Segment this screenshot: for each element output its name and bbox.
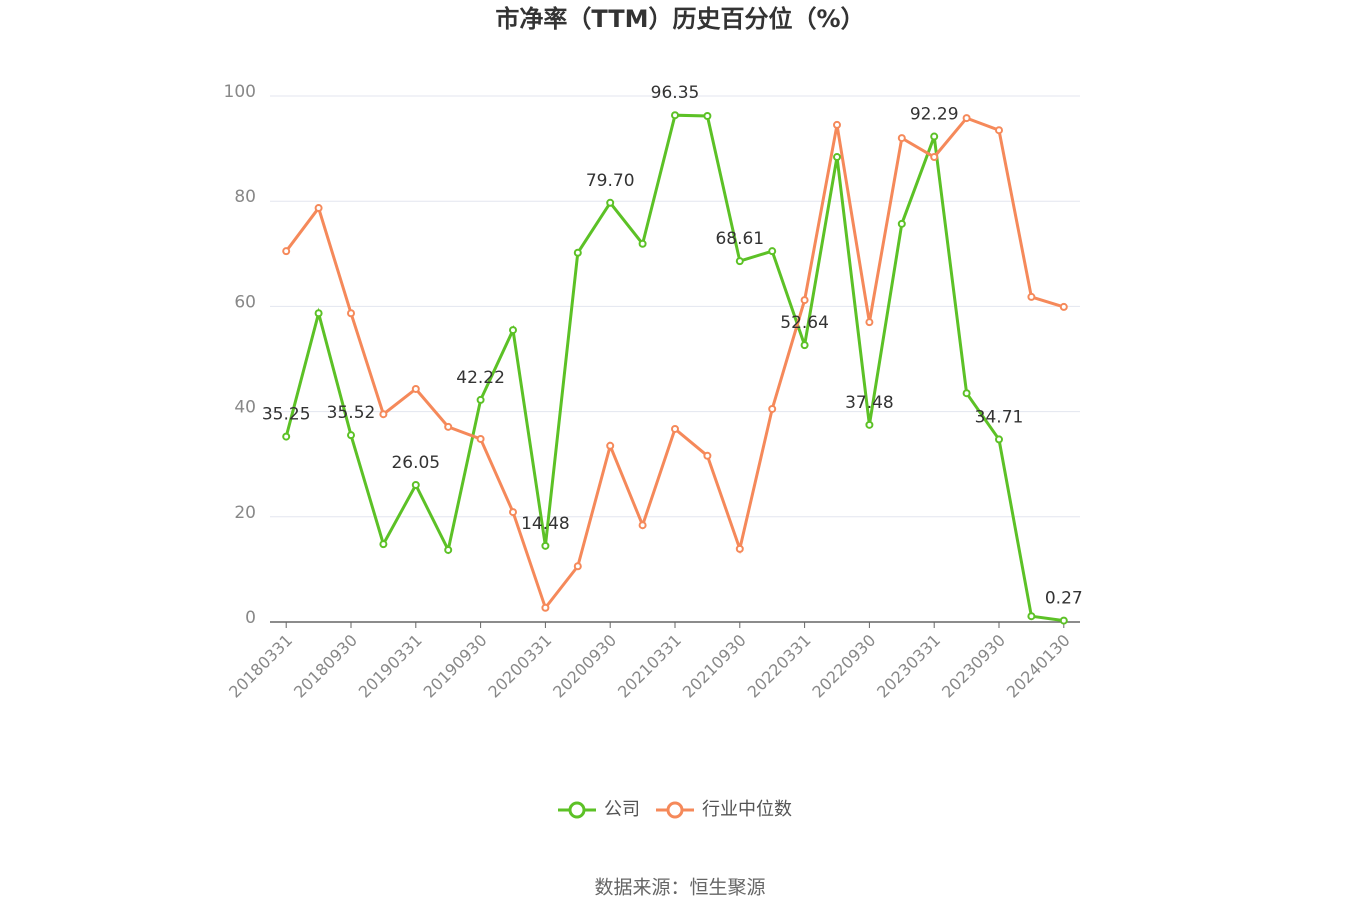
x-tick-label: 20200331 (484, 631, 555, 702)
data-point (768, 247, 777, 256)
data-label: 42.22 (456, 368, 505, 388)
y-tick-label: 80 (234, 187, 256, 207)
data-point (865, 318, 874, 327)
data-point (1059, 616, 1068, 625)
data-point (541, 603, 550, 612)
x-tick-label: 20230930 (938, 631, 1009, 702)
data-point (962, 389, 971, 398)
data-point (865, 420, 874, 429)
data-label: 92.29 (910, 105, 959, 125)
data-point (703, 451, 712, 460)
y-tick-label: 20 (234, 503, 256, 523)
data-point (509, 508, 517, 517)
data-point (444, 422, 453, 431)
legend-item: 公司 (558, 799, 640, 820)
y-tick-label: 40 (234, 398, 256, 418)
x-tick-label: 20220930 (808, 631, 879, 702)
data-label: 68.61 (715, 229, 764, 249)
x-tick-label: 20240130 (1003, 631, 1074, 702)
data-point (671, 111, 679, 120)
x-tick-label: 20200930 (549, 631, 620, 702)
data-point (444, 545, 453, 554)
data-point (833, 120, 841, 129)
data-point (282, 432, 291, 441)
data-point (606, 198, 615, 207)
y-tick-label: 100 (224, 82, 256, 102)
data-point (930, 153, 939, 162)
x-tick-label: 20230331 (873, 631, 944, 702)
x-tick-label: 20190930 (420, 631, 491, 702)
data-point (671, 424, 679, 433)
data-point (703, 111, 712, 120)
data-point (314, 309, 323, 318)
y-tick-label: 60 (234, 292, 256, 312)
data-label: 26.05 (391, 453, 440, 473)
data-point (995, 126, 1003, 135)
data-point (1059, 302, 1068, 311)
data-label: 34.71 (975, 407, 1024, 427)
data-point (638, 239, 647, 248)
chart-title: 市净率（TTM）历史百分位（%） (495, 5, 864, 33)
data-point (768, 404, 777, 413)
data-point (897, 134, 906, 143)
legend-marker (568, 801, 586, 819)
data-point (800, 296, 809, 305)
data-point (735, 544, 744, 553)
data-point (476, 395, 485, 404)
data-label: 96.35 (651, 83, 700, 103)
x-tick-label: 20220331 (744, 631, 815, 702)
data-point (897, 219, 906, 228)
data-point (573, 248, 582, 257)
legend-marker (666, 801, 684, 819)
data-point (606, 441, 615, 450)
data-point (411, 480, 420, 489)
data-label: 79.70 (586, 171, 635, 191)
data-point (476, 434, 485, 443)
data-label: 52.64 (780, 313, 829, 333)
data-label: 35.25 (262, 405, 311, 425)
data-point (379, 410, 388, 419)
x-tick-label: 20210331 (614, 631, 685, 702)
data-point (541, 541, 550, 550)
x-tick-label: 20180930 (290, 631, 361, 702)
data-point (411, 384, 420, 393)
x-tick-label: 20180331 (225, 631, 296, 702)
data-point (314, 204, 323, 213)
data-point (573, 562, 582, 571)
data-point (379, 540, 388, 549)
source-note: 数据来源：恒生聚源 (594, 877, 765, 899)
data-point (962, 114, 971, 123)
data-label: 0.27 (1045, 589, 1083, 609)
data-point (347, 309, 355, 318)
series-line (284, 113, 1065, 623)
data-point (282, 247, 291, 256)
series-line (285, 116, 1065, 611)
legend-label: 公司 (604, 799, 640, 820)
data-label: 35.52 (327, 403, 376, 423)
legend-item: 行业中位数 (656, 799, 792, 820)
y-tick-label: 0 (245, 608, 256, 628)
data-point (638, 521, 647, 530)
data-point (833, 153, 841, 162)
legend-label: 行业中位数 (702, 799, 792, 820)
x-tick-label: 20190331 (355, 631, 426, 702)
data-point (1027, 292, 1036, 301)
data-point (1027, 612, 1036, 621)
data-label: 14.48 (521, 514, 570, 534)
data-point (347, 431, 355, 440)
data-point (995, 435, 1003, 444)
data-point (735, 257, 744, 266)
data-point (509, 326, 517, 335)
data-point (800, 341, 809, 350)
data-label: 37.48 (845, 393, 894, 413)
x-tick-label: 20210930 (679, 631, 750, 702)
data-point (930, 132, 939, 141)
